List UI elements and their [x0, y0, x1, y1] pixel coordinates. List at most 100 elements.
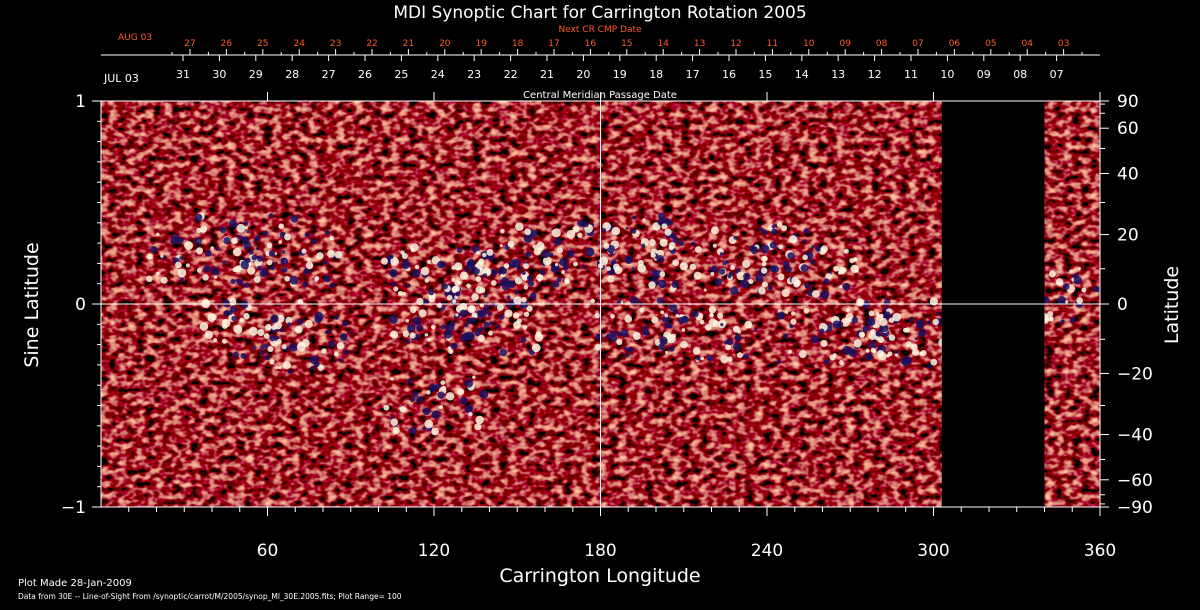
flux-speck: [428, 288, 435, 296]
top-date-label: 14: [657, 39, 669, 49]
flux-speck: [422, 426, 427, 431]
flux-speck: [918, 328, 927, 338]
flux-speck: [426, 390, 431, 395]
flux-speck: [274, 261, 278, 266]
flux-speck: [185, 263, 190, 268]
flux-speck: [854, 268, 859, 273]
flux-speck: [436, 260, 445, 269]
flux-speck: [464, 268, 469, 273]
flux-speck: [264, 354, 271, 361]
flux-speck: [253, 276, 261, 284]
flux-speck: [595, 333, 603, 341]
flux-speck: [605, 333, 612, 340]
flux-speck: [722, 261, 727, 266]
flux-speck: [845, 308, 850, 313]
flux-speck: [410, 247, 416, 253]
flux-speck: [742, 259, 751, 269]
flux-speck: [329, 235, 334, 241]
bottom-date-label: 08: [1013, 68, 1027, 81]
flux-speck: [577, 219, 585, 227]
flux-speck: [327, 330, 332, 334]
flux-speck: [641, 243, 646, 248]
flux-speck: [467, 258, 476, 267]
flux-speck: [390, 257, 399, 266]
flux-speck: [802, 239, 807, 244]
flux-speck: [457, 388, 465, 396]
flux-speck: [661, 223, 668, 230]
flux-speck: [243, 241, 252, 250]
flux-speck: [1100, 292, 1108, 300]
flux-speck: [430, 324, 436, 330]
flux-speck: [761, 281, 768, 288]
flux-speck: [812, 290, 820, 298]
flux-speck: [840, 267, 847, 273]
flux-speck: [488, 330, 493, 336]
flux-speck: [401, 260, 411, 269]
flux-speck: [310, 365, 316, 371]
flux-speck: [511, 258, 521, 268]
flux-speck: [603, 242, 610, 249]
flux-speck: [455, 313, 459, 317]
flux-speck: [406, 283, 411, 288]
flux-speck: [624, 255, 634, 264]
flux-speck: [523, 234, 533, 243]
flux-speck: [278, 223, 285, 229]
flux-speck: [321, 348, 327, 354]
flux-speck: [531, 343, 541, 353]
x-tick-label: 180: [584, 541, 616, 561]
top-date-label: 08: [876, 39, 888, 49]
flux-speck: [194, 213, 203, 222]
flux-speck: [284, 275, 291, 282]
flux-speck: [500, 229, 505, 234]
flux-speck: [256, 247, 260, 251]
flux-speck: [263, 230, 269, 236]
flux-speck: [784, 310, 789, 314]
flux-speck: [507, 280, 516, 288]
flux-speck: [651, 316, 659, 324]
flux-speck: [527, 280, 535, 287]
flux-speck: [734, 334, 742, 342]
flux-speck: [1073, 276, 1082, 285]
flux-speck: [454, 262, 463, 271]
flux-speck: [256, 255, 264, 262]
flux-speck: [719, 252, 724, 256]
flux-speck: [664, 228, 672, 236]
flux-speck: [428, 295, 436, 303]
flux-speck: [409, 332, 416, 339]
flux-speck: [211, 314, 217, 321]
x-tick-label: 240: [751, 541, 783, 561]
flux-speck: [254, 235, 261, 241]
flux-speck: [914, 337, 918, 341]
bottom-date-label: 30: [212, 68, 226, 81]
flux-speck: [601, 227, 607, 233]
top-date-label: 20: [439, 39, 451, 49]
flux-speck: [156, 232, 160, 236]
flux-speck: [664, 322, 671, 329]
flux-speck: [275, 365, 279, 370]
lat-tick-label: 90: [1117, 92, 1139, 112]
top-date-label: 10: [803, 39, 815, 49]
flux-speck: [221, 318, 231, 328]
flux-speck: [304, 232, 310, 238]
flux-speck: [412, 316, 422, 326]
flux-speck: [507, 240, 515, 248]
flux-speck: [644, 330, 650, 336]
flux-speck: [424, 278, 429, 283]
flux-speck: [252, 345, 257, 350]
flux-speck: [548, 252, 554, 258]
flux-speck: [1076, 297, 1083, 304]
bottom-date-label: 07: [1050, 68, 1064, 81]
top-date-label: 16: [585, 39, 597, 49]
flux-speck: [823, 278, 830, 285]
flux-speck: [266, 242, 273, 249]
flux-speck: [534, 332, 544, 342]
flux-speck: [248, 326, 258, 336]
lat-tick-label: −90: [1117, 498, 1153, 518]
top-date-label: 06: [949, 39, 961, 49]
flux-speck: [825, 273, 832, 280]
flux-speck: [233, 324, 243, 334]
flux-speck: [627, 346, 634, 353]
flux-speck: [459, 397, 468, 405]
flux-speck: [803, 228, 810, 235]
flux-speck: [877, 349, 885, 358]
